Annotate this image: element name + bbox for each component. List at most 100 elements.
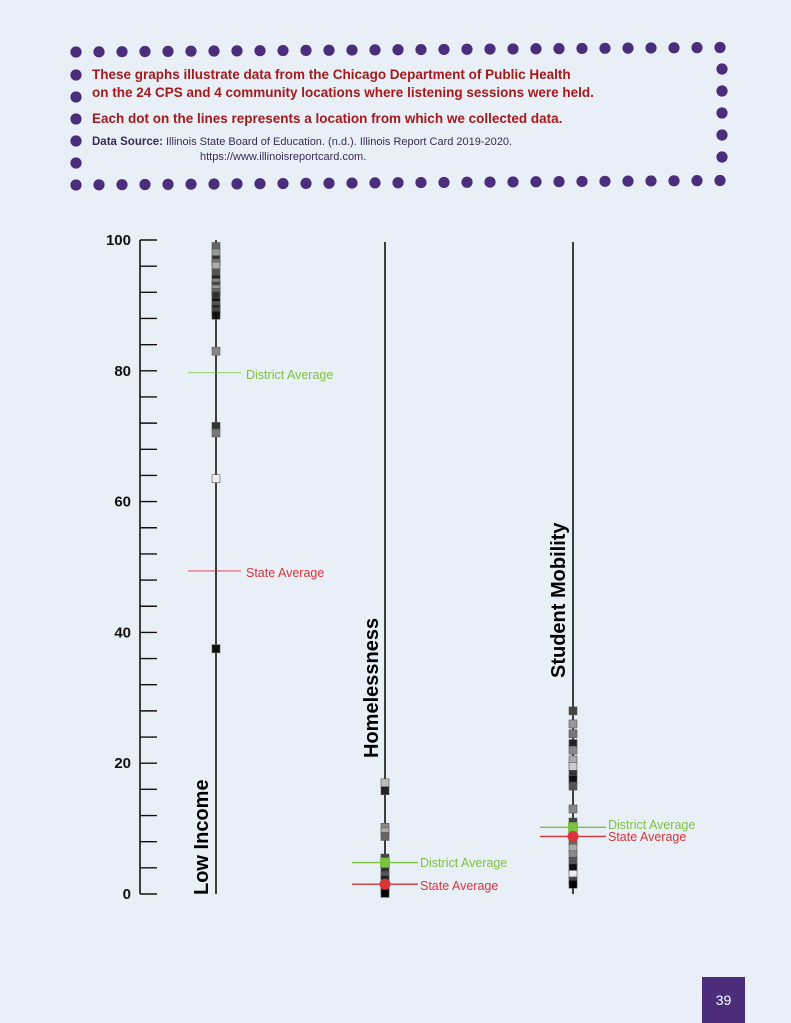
- border-dot: [438, 43, 450, 56]
- data-source: Data Source: Illinois State Board of Edu…: [92, 135, 702, 165]
- data-point: [568, 879, 578, 889]
- border-dot: [208, 45, 220, 57]
- data-point: [568, 804, 578, 814]
- border-dot: [507, 43, 519, 55]
- data-point: [568, 729, 578, 739]
- border-dot: [622, 175, 634, 187]
- border-dot: [369, 177, 381, 189]
- border-dot: [116, 179, 128, 191]
- district-average-marker: [380, 857, 390, 868]
- border-dot: [369, 44, 381, 56]
- border-dot: [622, 42, 634, 54]
- border-dot: [70, 157, 82, 169]
- border-dot: [392, 44, 404, 56]
- border-dot: [716, 129, 728, 141]
- border-dot: [93, 46, 105, 58]
- border-dot: [277, 177, 289, 190]
- border-dot: [484, 176, 496, 188]
- border-dot: [185, 45, 197, 57]
- border-dot: [300, 177, 312, 189]
- border-dot: [645, 42, 657, 54]
- dotted-note-border: [70, 41, 728, 191]
- note-line-1: These graphs illustrate data from the Ch…: [92, 67, 571, 82]
- border-dot: [716, 107, 728, 119]
- border-dot: [346, 177, 358, 189]
- border-dot: [116, 46, 128, 58]
- note-line-2: on the 24 CPS and 4 community locations …: [92, 85, 594, 100]
- border-dot: [162, 45, 174, 57]
- border-dot: [231, 45, 243, 57]
- data-point: [211, 474, 221, 484]
- border-dot: [461, 43, 473, 55]
- border-dot: [553, 43, 565, 55]
- border-dot: [576, 175, 588, 188]
- border-dot: [323, 177, 335, 189]
- border-dot: [254, 45, 266, 57]
- border-dot: [530, 176, 542, 188]
- border-dot: [576, 42, 588, 55]
- border-dot: [714, 41, 726, 54]
- state-average-marker: [379, 878, 391, 890]
- border-dot: [716, 151, 728, 163]
- y-tick-label: 20: [114, 755, 131, 772]
- border-dot: [599, 175, 611, 187]
- border-dot: [208, 178, 220, 190]
- border-dot: [668, 42, 680, 54]
- y-tick-label: 100: [106, 232, 131, 249]
- page-number: 39: [702, 977, 745, 1023]
- border-dot: [553, 176, 565, 188]
- data-point: [568, 781, 578, 791]
- series-label: Low Income: [191, 779, 213, 895]
- border-dot: [415, 43, 427, 56]
- y-tick-label: 0: [123, 886, 131, 903]
- border-dot: [714, 174, 726, 187]
- state-average-marker: [567, 830, 579, 842]
- state-average-label: State Average: [420, 879, 498, 893]
- border-dot: [346, 44, 358, 56]
- border-dot: [716, 85, 728, 97]
- border-dot: [139, 178, 151, 191]
- border-dot: [691, 175, 703, 187]
- border-dot: [392, 177, 404, 189]
- border-dot: [185, 178, 197, 190]
- data-point: [380, 889, 390, 898]
- state-average-label: State Average: [246, 566, 324, 580]
- border-dot: [231, 178, 243, 190]
- data-point: [211, 346, 221, 356]
- series-label: Student Mobility: [548, 522, 570, 678]
- border-dot: [461, 176, 473, 188]
- border-dot: [323, 44, 335, 56]
- border-dot: [254, 178, 266, 190]
- border-dot: [277, 44, 289, 57]
- district-average-marker: [568, 822, 578, 833]
- border-dot: [70, 91, 82, 103]
- border-dot: [599, 42, 611, 54]
- border-dot: [70, 135, 82, 147]
- data-source-label: Data Source:: [92, 136, 163, 148]
- district-average-label: District Average: [246, 368, 333, 382]
- data-point: [211, 644, 221, 654]
- data-point: [568, 745, 578, 755]
- info-note: These graphs illustrate data from the Ch…: [92, 66, 702, 165]
- district-average-label: District Average: [608, 818, 695, 832]
- border-dot: [645, 175, 657, 187]
- border-dot: [691, 42, 703, 54]
- border-dot: [484, 43, 496, 55]
- data-point: [211, 310, 221, 320]
- y-tick-label: 60: [114, 494, 131, 511]
- border-dot: [139, 45, 151, 58]
- data-source-url: https://www.illinoisreportcard.com.: [200, 151, 367, 163]
- border-dot: [668, 175, 680, 187]
- data-point: [380, 786, 390, 795]
- border-dot: [93, 179, 105, 191]
- y-tick-label: 40: [114, 624, 131, 641]
- border-dot: [162, 178, 174, 190]
- border-dot: [415, 176, 427, 189]
- border-dot: [438, 176, 450, 189]
- border-dot: [716, 63, 728, 75]
- data-point: [568, 719, 578, 729]
- note-line-3: Each dot on the lines represents a locat…: [92, 111, 563, 126]
- series-label: Homelessness: [361, 618, 383, 758]
- data-point: [568, 706, 578, 716]
